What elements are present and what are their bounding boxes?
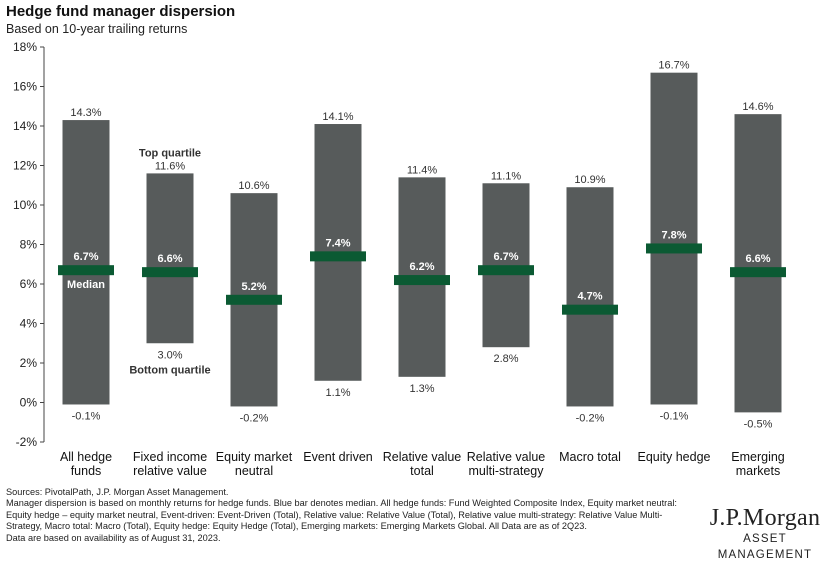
top-quartile-label: 10.6%: [238, 180, 269, 192]
median-marker: [646, 243, 702, 254]
chart-title: Hedge fund manager dispersion: [6, 3, 236, 20]
x-category-label: markets: [736, 464, 780, 478]
bottom-quartile-label: -0.1%: [72, 410, 101, 422]
dispersion-bar: [734, 114, 782, 413]
dispersion-bar: [146, 173, 194, 344]
y-tick-label: 8%: [20, 238, 38, 252]
y-tick-label: -2%: [16, 435, 38, 449]
x-category-label: Relative value: [467, 450, 546, 464]
bottom-quartile-label: -0.2%: [240, 412, 269, 424]
dispersion-bar: [566, 187, 614, 407]
chart-subtitle: Based on 10-year trailing returns: [6, 22, 188, 36]
x-category-label: funds: [71, 464, 102, 478]
bottom-quartile-label: -0.1%: [660, 410, 689, 422]
jpmorgan-logo: J.P.Morgan ASSET MANAGEMENT: [701, 505, 829, 563]
median-label: 6.6%: [157, 253, 182, 265]
median-label: 5.2%: [241, 281, 266, 293]
median-marker: [226, 294, 282, 305]
y-tick-label: 18%: [13, 40, 37, 54]
top-quartile-label: 14.1%: [322, 111, 353, 123]
median-marker: [142, 267, 198, 278]
top-quartile-label: 14.3%: [70, 107, 101, 119]
x-category-label: All hedge: [60, 450, 112, 464]
top-quartile-annotation: Top quartile: [139, 147, 201, 159]
median-marker: [478, 265, 534, 276]
dispersion-bar: [62, 120, 110, 405]
footnote-methodology: Manager dispersion is based on monthly r…: [6, 498, 677, 532]
x-category-label: Macro total: [559, 450, 621, 464]
top-quartile-label: 16.7%: [658, 60, 689, 72]
median-label: 7.4%: [325, 237, 350, 249]
y-tick-label: 0%: [20, 396, 38, 410]
y-tick-label: 10%: [13, 198, 37, 212]
bottom-quartile-label: -0.2%: [576, 412, 605, 424]
dispersion-chart: -2% 0% 2% 4% 6% 8% 10% 12% 14% 16% 18% 14.3% -0.1% 6.…: [13, 40, 786, 478]
footnote-availability: Data are based on availability as of Aug…: [6, 532, 221, 543]
median-marker: [310, 251, 366, 262]
x-category-label: Emerging: [731, 450, 785, 464]
median-marker: [562, 304, 618, 315]
x-category-label: neutral: [235, 464, 273, 478]
footnote-sources: Sources: PivotalPath, J.P. Morgan Asset …: [6, 487, 229, 497]
median-marker: [394, 275, 450, 286]
logo-wordmark: J.P.Morgan: [709, 505, 821, 531]
y-tick-label: 6%: [20, 277, 38, 291]
x-category-label: Fixed income: [133, 450, 207, 464]
bottom-quartile-annotation: Bottom quartile: [129, 364, 210, 376]
x-category-label: total: [410, 464, 434, 478]
x-category-label: multi-strategy: [468, 464, 544, 478]
median-label: 7.8%: [661, 229, 686, 241]
bottom-quartile-label: 3.0%: [157, 349, 182, 361]
x-category-label: Equity hedge: [638, 450, 711, 464]
y-tick-label: 16%: [13, 80, 37, 94]
x-category-label: relative value: [133, 464, 207, 478]
top-quartile-label: 11.4%: [407, 164, 438, 176]
bottom-quartile-label: 2.8%: [493, 353, 518, 365]
median-label: 4.7%: [577, 291, 602, 303]
top-quartile-label: 11.1%: [491, 170, 522, 182]
footnote: Sources: PivotalPath, J.P. Morgan Asset …: [6, 487, 696, 544]
logo-subtitle: ASSET MANAGEMENT: [717, 533, 813, 561]
median-annotation: Median: [67, 279, 105, 291]
x-category-label: Relative value: [383, 450, 462, 464]
median-label: 6.7%: [493, 251, 518, 263]
y-tick-label: 2%: [20, 356, 38, 370]
bottom-quartile-label: -0.5%: [744, 418, 773, 430]
top-quartile-label: 11.6%: [155, 160, 186, 172]
y-tick-label: 12%: [13, 159, 37, 173]
y-tick-label: 4%: [20, 317, 38, 331]
median-marker: [58, 265, 114, 276]
x-category-label: Equity market: [216, 450, 293, 464]
median-label: 6.2%: [409, 261, 434, 273]
median-label: 6.7%: [73, 251, 98, 263]
median-marker: [730, 267, 786, 278]
top-quartile-label: 14.6%: [742, 101, 773, 113]
dispersion-bar: [650, 72, 698, 405]
bottom-quartile-label: 1.1%: [325, 387, 350, 399]
x-category-label: Event driven: [303, 450, 373, 464]
y-tick-label: 14%: [13, 119, 37, 133]
bottom-quartile-label: 1.3%: [409, 383, 434, 395]
top-quartile-label: 10.9%: [574, 174, 605, 186]
median-label: 6.6%: [745, 253, 770, 265]
